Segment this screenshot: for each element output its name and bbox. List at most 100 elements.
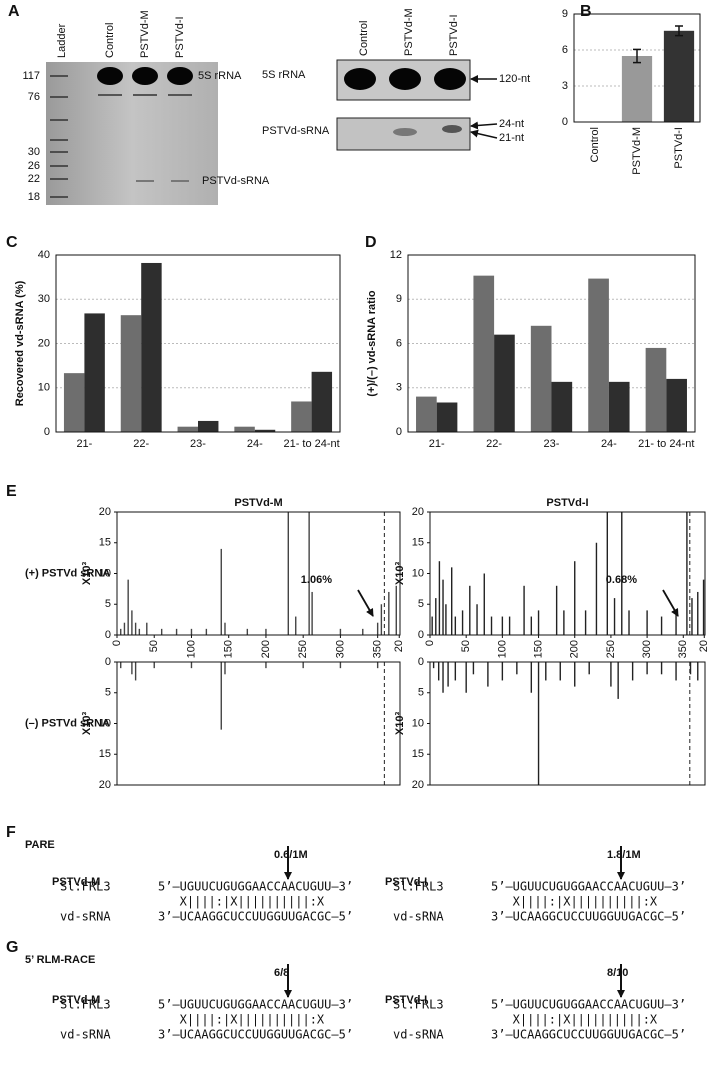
y-tick-label: 20 — [99, 779, 111, 791]
y-axis-label: X10³ — [394, 562, 406, 586]
lane-label: Control — [104, 23, 116, 58]
x-tick-label: 100 — [496, 640, 508, 658]
x-tick-label: 250 — [605, 640, 617, 658]
bar — [666, 378, 687, 432]
x-tick-label: 250 — [297, 640, 309, 658]
y-tick-label: 6 — [396, 337, 402, 349]
sequence: 3’–UCAAGGCUCCUUGGUUGACGC–5’ — [158, 1028, 353, 1042]
bar — [141, 262, 162, 432]
y-tick-label: 10 — [412, 717, 424, 729]
bar — [254, 429, 276, 432]
y-axis-label: X10³ — [394, 712, 406, 736]
y-tick-label: 0 — [418, 656, 424, 668]
y-tick-label: 9 — [562, 8, 568, 20]
arrow — [470, 121, 498, 130]
lane-label: PSTVd-M — [139, 10, 151, 58]
panel-heading: PARE — [25, 839, 55, 851]
pairing: X||||:|X||||||||||:X — [513, 895, 658, 909]
x-tick-label: 300 — [641, 640, 653, 658]
lane-label: Control — [358, 21, 370, 56]
bar — [416, 396, 437, 432]
panel-letter: B — [580, 3, 592, 20]
bar — [663, 30, 695, 122]
y-tick-label: 20 — [99, 506, 111, 518]
bar — [588, 278, 609, 432]
bar — [645, 347, 667, 432]
y-tick-label: 5 — [418, 687, 424, 699]
lane-label: Ladder — [56, 23, 68, 58]
panel-letter: G — [6, 939, 18, 956]
x-tick-label: 22- — [486, 438, 502, 450]
size-label: 117 — [22, 70, 40, 82]
bar — [621, 56, 653, 122]
y-tick-label: 5 — [105, 598, 111, 610]
bar — [473, 275, 495, 432]
x-tick-label: 22- — [133, 438, 149, 450]
lane-label: PSTVd-I — [448, 14, 460, 56]
y-tick-label: 0 — [396, 426, 402, 438]
sample-name: PSTVd-I — [385, 876, 427, 888]
x-tick-label: 20 — [698, 640, 709, 652]
panel-heading: 5’ RLM-RACE — [25, 954, 95, 966]
row-label: PSTVd-sRNA — [262, 125, 330, 137]
sample-name: PSTVd-M — [52, 994, 100, 1006]
x-tick-label: 21- — [429, 438, 445, 450]
plot-frame — [429, 511, 706, 636]
x-tick-label: 24- — [601, 438, 617, 450]
x-tick-label: 50 — [460, 640, 472, 652]
x-tick-label: 0 — [111, 640, 123, 646]
band-label: 5S rRNA — [198, 70, 242, 82]
bar — [198, 420, 219, 432]
size-label: 30 — [28, 146, 40, 158]
y-tick-label: 10 — [99, 717, 111, 729]
x-tick-label: 200 — [569, 640, 581, 658]
x-tick-label: 100 — [185, 640, 197, 658]
bar — [608, 381, 630, 432]
pairing: X||||:|X||||||||||:X — [180, 895, 325, 909]
x-tick-label: PSTVd-M — [631, 127, 643, 175]
x-tick-label: 50 — [148, 640, 160, 652]
annotation: 1.06% — [301, 574, 332, 586]
bar — [551, 381, 573, 432]
plot-frame — [407, 254, 696, 433]
size-label: 18 — [28, 191, 40, 203]
annotation: 0.68% — [606, 574, 637, 586]
x-tick-label: 20 — [393, 640, 405, 652]
y-axis-label: X10³ — [81, 712, 93, 736]
bar — [234, 426, 255, 432]
bar — [436, 402, 458, 432]
y-tick-label: 5 — [105, 687, 111, 699]
x-tick-label: 350 — [677, 640, 689, 658]
sequence: 5’–UGUUCUGUGGAACCAACUGUU–3’ — [491, 998, 686, 1012]
bar — [494, 334, 515, 432]
sequence-name: Sl:FRL3 — [393, 880, 444, 894]
y-tick-label: 3 — [396, 382, 402, 394]
y-tick-label: 9 — [396, 293, 402, 305]
y-axis-label: X10³ — [81, 562, 93, 586]
y-axis-label: Recovered vd-sRNA (%) — [14, 280, 26, 406]
y-tick-label: 40 — [38, 249, 50, 261]
sequence: 5’–UGUUCUGUGGAACCAACUGUU–3’ — [158, 998, 353, 1012]
pairing: X||||:|X||||||||||:X — [513, 1013, 658, 1027]
y-tick-label: 20 — [412, 506, 424, 518]
bar — [311, 371, 333, 432]
sequence-name: vd-sRNA — [393, 910, 444, 924]
panel-letter: D — [365, 234, 377, 251]
plot-frame — [116, 511, 401, 636]
row-label: 5S rRNA — [262, 69, 306, 81]
arrow — [662, 589, 679, 617]
cleavage-count: 0.6/1M — [274, 849, 308, 861]
y-axis-label: (+)/(–) vd-sRNA ratio — [366, 290, 378, 397]
plot-title: PSTVd-I — [546, 497, 588, 509]
y-tick-label: 10 — [99, 567, 111, 579]
y-tick-label: 0 — [44, 426, 50, 438]
size-label: 76 — [28, 91, 40, 103]
y-tick-label: 3 — [562, 80, 568, 92]
x-tick-label: 0 — [424, 640, 436, 646]
x-tick-label: 21- to 24-nt — [283, 438, 339, 450]
sequence: 3’–UCAAGGCUCCUUGGUUGACGC–5’ — [491, 910, 686, 924]
sequence-name: Sl:FRL3 — [393, 998, 444, 1012]
plot-frame — [55, 254, 341, 433]
x-tick-label: 21- to 24-nt — [638, 438, 694, 450]
